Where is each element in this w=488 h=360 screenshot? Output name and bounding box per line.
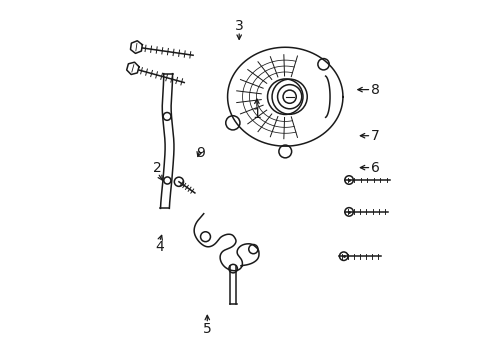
- Text: 1: 1: [252, 107, 261, 121]
- Text: 6: 6: [370, 161, 379, 175]
- Text: 9: 9: [195, 147, 204, 161]
- Text: 7: 7: [370, 129, 379, 143]
- Text: 8: 8: [370, 82, 379, 96]
- Text: 4: 4: [155, 240, 163, 255]
- Text: 3: 3: [234, 19, 243, 33]
- Text: 5: 5: [203, 322, 211, 336]
- Text: 2: 2: [153, 161, 162, 175]
